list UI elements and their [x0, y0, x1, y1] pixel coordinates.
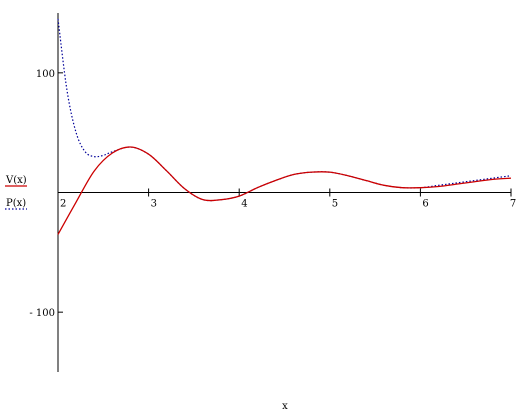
x-tick-label: 6 — [422, 199, 428, 210]
legend-label-v-x: V(x) — [5, 175, 27, 186]
x-tick-label: 7 — [510, 199, 516, 210]
legend-label-p-x: P(x) — [6, 198, 26, 209]
axes — [57, 13, 511, 372]
ticks: 2 3 4 5 6 7 100 - 100 — [29, 69, 516, 319]
y-tick-label: 100 — [36, 69, 55, 80]
x-tick-label: 3 — [151, 199, 157, 210]
y-tick-label: - 100 — [29, 308, 55, 319]
series-line-p-x — [57, 18, 512, 202]
x-tick-label: 2 — [60, 199, 66, 210]
series-line-v-x — [57, 146, 512, 235]
x-tick-label: 4 — [241, 199, 247, 210]
x-tick-label: 5 — [332, 199, 338, 210]
x-axis-label: x — [282, 401, 288, 412]
legend: V(x) P(x) — [5, 175, 27, 210]
plot-area — [57, 18, 512, 235]
